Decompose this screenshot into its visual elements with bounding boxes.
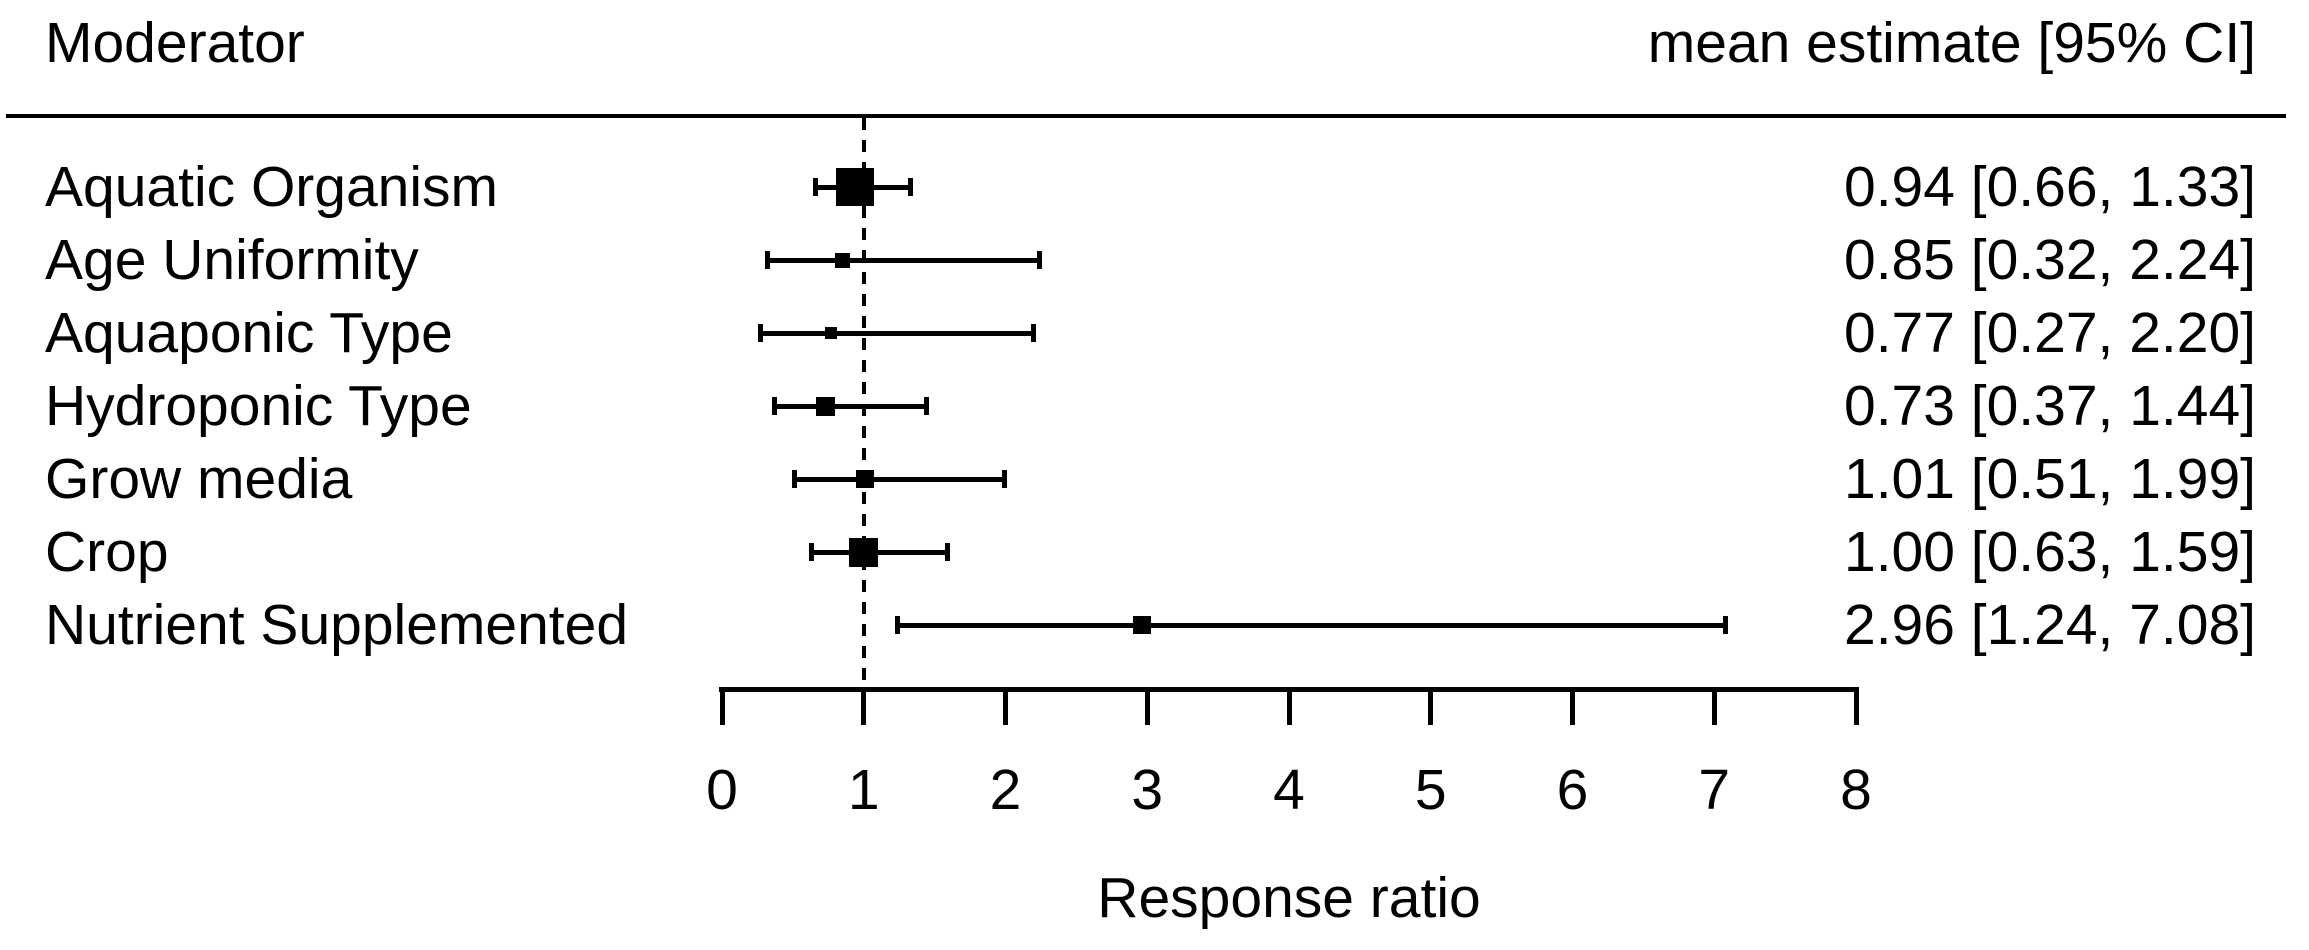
axis-tick-label: 2 bbox=[989, 757, 1022, 822]
estimate-value: 0.94 [0.66, 1.33] bbox=[1844, 154, 2256, 219]
axis-tick bbox=[1144, 687, 1150, 725]
row-label: Aquatic Organism bbox=[45, 154, 499, 219]
ci-cap-left bbox=[771, 397, 777, 415]
axis-tick-label: 7 bbox=[1698, 757, 1731, 822]
row-label: Nutrient Supplemented bbox=[45, 592, 629, 657]
estimate-value: 1.00 [0.63, 1.59] bbox=[1844, 519, 2256, 584]
forest-row: Aquatic Organism 0.94 [0.66, 1.33] bbox=[0, 151, 2309, 223]
ci-cap-left bbox=[791, 470, 797, 488]
axis-tick bbox=[1570, 687, 1575, 725]
ci-cap-right bbox=[1031, 324, 1037, 342]
ci-bar bbox=[897, 622, 1726, 628]
axis-tick bbox=[1286, 687, 1292, 725]
ci-cap-right bbox=[944, 543, 950, 561]
estimate-marker bbox=[1132, 616, 1151, 634]
axis-tick bbox=[719, 687, 725, 725]
estimate-value: 0.85 [0.32, 2.24] bbox=[1844, 227, 2256, 292]
ci-cap-left bbox=[813, 178, 819, 196]
row-label: Age Uniformity bbox=[45, 227, 419, 292]
ci-bar bbox=[794, 476, 1005, 482]
ci-cap-right bbox=[1723, 616, 1729, 634]
ci-cap-left bbox=[764, 251, 770, 269]
axis-tick bbox=[1853, 687, 1859, 725]
ci-cap-right bbox=[1001, 470, 1007, 488]
x-axis-title: Response ratio bbox=[1097, 865, 1481, 930]
ci-cap-left bbox=[808, 543, 814, 561]
axis-tick-label: 3 bbox=[1131, 757, 1164, 822]
ci-bar bbox=[774, 403, 927, 409]
estimate-value: 0.77 [0.27, 2.20] bbox=[1844, 300, 2256, 365]
estimate-marker bbox=[856, 470, 875, 488]
ci-bar bbox=[760, 330, 1034, 336]
row-label: Aquaponic Type bbox=[45, 300, 453, 365]
estimate-marker bbox=[825, 327, 838, 339]
ci-cap-left bbox=[757, 324, 763, 342]
axis-tick bbox=[1003, 687, 1008, 725]
axis-tick-label: 4 bbox=[1273, 757, 1305, 822]
forest-row: Aquaponic Type 0.77 [0.27, 2.20] bbox=[0, 297, 2309, 369]
axis-tick-label: 8 bbox=[1840, 757, 1872, 822]
axis-tick bbox=[861, 687, 867, 725]
estimate-marker bbox=[849, 537, 879, 567]
estimate-value: 0.73 [0.37, 1.44] bbox=[1844, 373, 2256, 438]
axis-tick bbox=[1428, 687, 1434, 725]
header-rule bbox=[6, 114, 2286, 118]
column-header-moderator: Moderator bbox=[45, 10, 305, 75]
axis-tick-label: 5 bbox=[1414, 757, 1447, 822]
estimate-marker bbox=[815, 396, 835, 416]
estimate-value: 2.96 [1.24, 7.08] bbox=[1844, 592, 2256, 657]
row-label: Crop bbox=[45, 519, 169, 584]
axis-tick-label: 6 bbox=[1556, 757, 1589, 822]
ci-cap-left bbox=[895, 616, 901, 634]
forest-row: Grow media 1.01 [0.51, 1.99] bbox=[0, 443, 2309, 515]
axis-tick-label: 1 bbox=[847, 757, 880, 822]
estimate-marker bbox=[836, 168, 875, 206]
axis-tick bbox=[1711, 687, 1717, 725]
ci-bar bbox=[767, 257, 1040, 263]
ci-cap-right bbox=[923, 397, 929, 415]
estimate-marker bbox=[834, 252, 850, 268]
forest-row: Nutrient Supplemented 2.96 [1.24, 7.08] bbox=[0, 589, 2309, 661]
ci-cap-right bbox=[908, 178, 914, 196]
row-label: Grow media bbox=[45, 446, 353, 511]
ci-cap-right bbox=[1037, 251, 1043, 269]
forest-row: Crop 1.00 [0.63, 1.59] bbox=[0, 516, 2309, 588]
estimate-value: 1.01 [0.51, 1.99] bbox=[1844, 446, 2256, 511]
column-header-estimate: mean estimate [95% CI] bbox=[1647, 10, 2256, 75]
axis-tick-label: 0 bbox=[706, 757, 738, 822]
forest-row: Age Uniformity 0.85 [0.32, 2.24] bbox=[0, 224, 2309, 296]
row-label: Hydroponic Type bbox=[45, 373, 472, 438]
ci-bar bbox=[811, 549, 948, 555]
forest-row: Hydroponic Type 0.73 [0.37, 1.44] bbox=[0, 370, 2309, 442]
